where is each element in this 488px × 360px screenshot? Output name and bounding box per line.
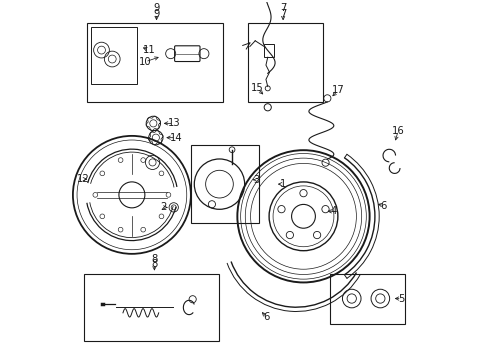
Text: 6: 6 (380, 201, 386, 211)
Bar (247, 23, 323, 102)
Text: 9: 9 (153, 3, 160, 13)
Bar (91, 27, 137, 84)
Bar (87, 23, 223, 102)
Text: 5: 5 (398, 293, 404, 303)
Text: 8: 8 (151, 258, 157, 269)
Text: 10: 10 (139, 57, 151, 67)
Bar (264, 44, 274, 57)
Text: 7: 7 (279, 3, 285, 13)
Text: 4: 4 (330, 206, 336, 216)
Text: 7: 7 (279, 9, 285, 19)
Text: 14: 14 (169, 133, 182, 143)
Bar (190, 145, 258, 224)
Text: 16: 16 (391, 126, 404, 135)
Text: 9: 9 (153, 9, 160, 19)
Text: 8: 8 (151, 253, 157, 264)
Text: 11: 11 (142, 45, 155, 55)
Text: 17: 17 (331, 85, 344, 95)
Text: 15: 15 (250, 83, 263, 93)
Bar (83, 274, 219, 341)
Text: 3: 3 (253, 175, 259, 185)
Text: 2: 2 (160, 202, 166, 212)
Bar (329, 274, 405, 324)
Text: 12: 12 (77, 174, 89, 184)
Text: 1: 1 (279, 179, 285, 189)
Text: 6: 6 (263, 312, 269, 322)
Text: 13: 13 (167, 118, 180, 129)
